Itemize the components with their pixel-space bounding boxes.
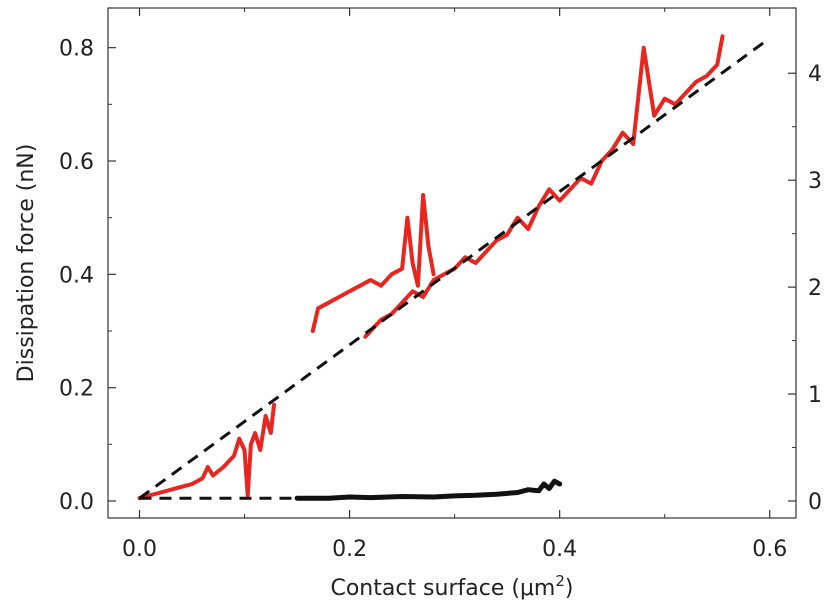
fit-line-4 [138, 40, 766, 500]
y-tick-label: 0.2 [59, 377, 94, 402]
data-series-1 [310, 193, 436, 333]
data-series-3 [294, 478, 563, 501]
data-series-0 [137, 402, 276, 501]
minor-ticks [108, 8, 796, 518]
y2-axis-ticks: 0 1 2 3 4 [788, 62, 822, 515]
x-tick-label: 0.6 [752, 537, 787, 562]
x-tick-label: 0.0 [122, 537, 157, 562]
y-axis-title: Dissipation force (nN) [14, 144, 39, 383]
y-tick-label: 0.6 [59, 150, 94, 175]
plot-frame [107, 7, 797, 519]
y-tick-label: 0.0 [59, 490, 94, 515]
x-tick-label: 0.4 [542, 537, 577, 562]
x-axis-ticks: 0.0 0.2 0.4 0.6 [122, 8, 787, 562]
y2-tick-label: 0 [808, 490, 822, 515]
y2-tick-label: 1 [808, 383, 822, 408]
x-axis-title: Contact surface (μm2) [330, 572, 573, 601]
y2-tick-label: 3 [808, 169, 822, 194]
y-tick-label: 0.8 [59, 37, 94, 62]
y2-tick-label: 2 [808, 276, 822, 301]
x-tick-label: 0.2 [332, 537, 367, 562]
series-layer [137, 34, 766, 501]
y-axis-ticks: 0.0 0.2 0.4 0.6 0.8 [59, 37, 116, 515]
y2-tick-label: 4 [808, 62, 822, 87]
y-tick-label: 0.4 [59, 263, 94, 288]
data-series-2 [363, 34, 725, 339]
